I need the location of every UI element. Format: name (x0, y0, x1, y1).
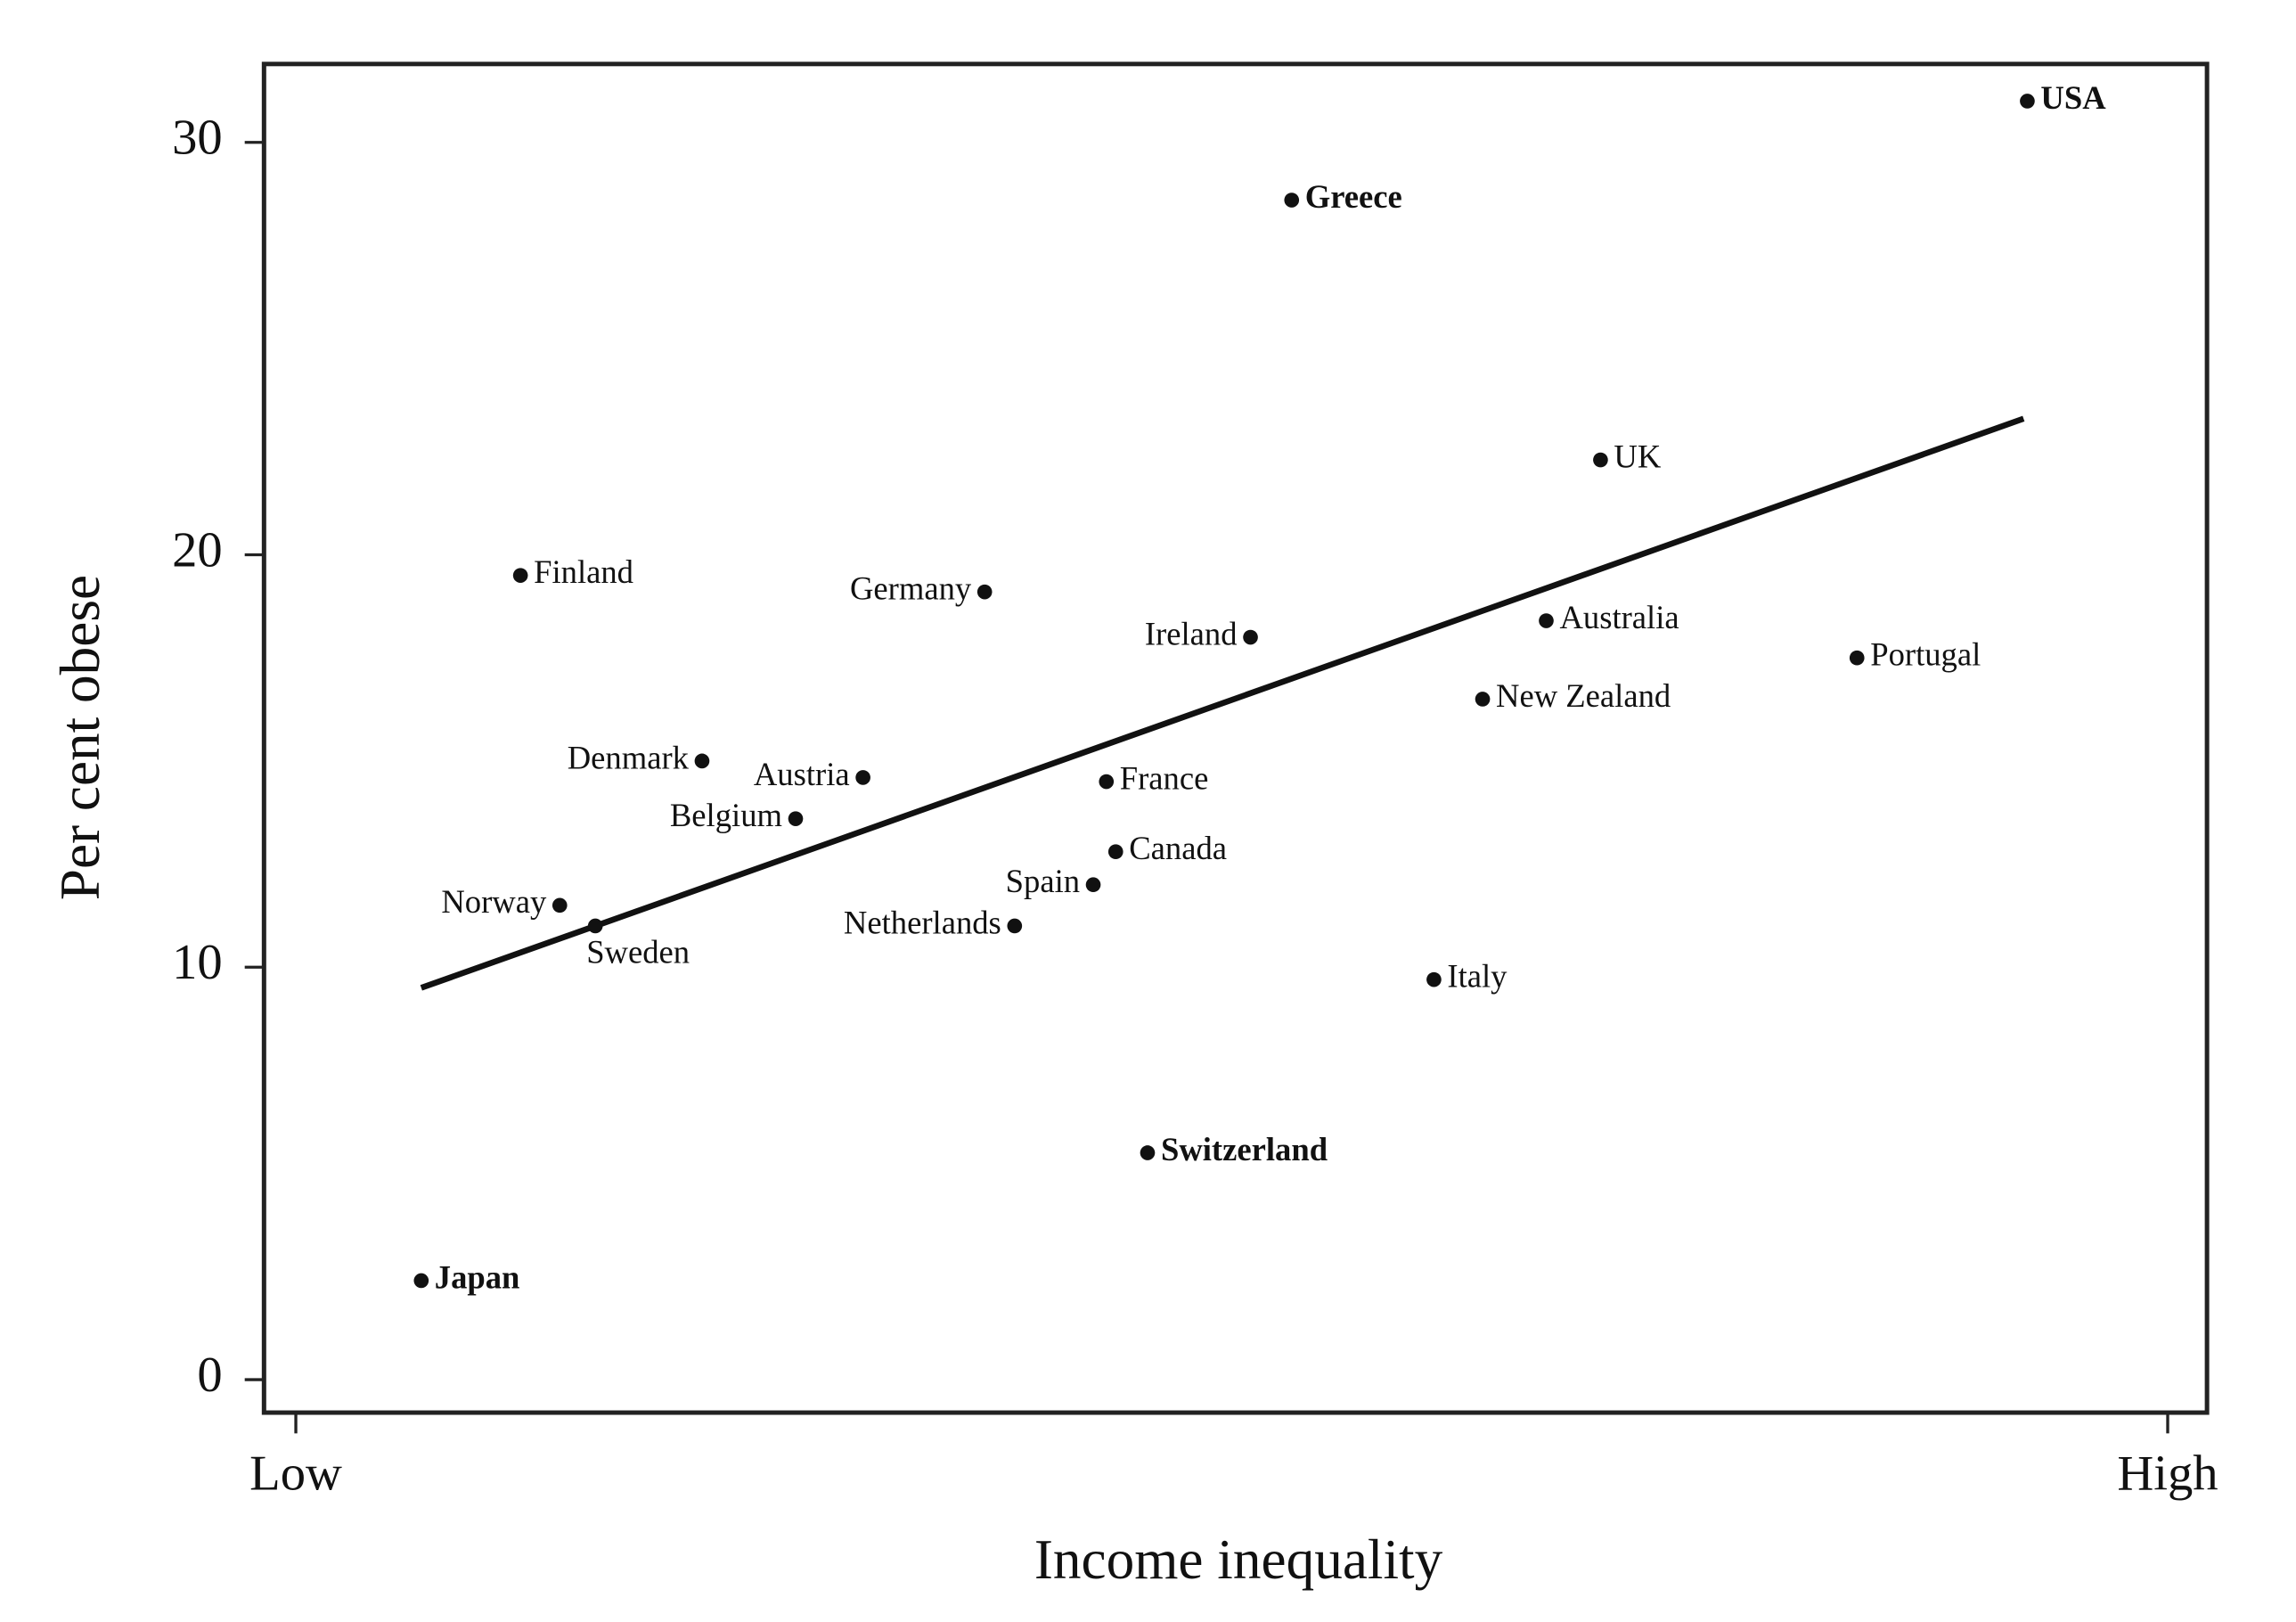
point-label: Japan (435, 1258, 520, 1295)
point-label: Sweden (586, 934, 690, 971)
point (1243, 629, 1258, 645)
point-label: Switzerland (1161, 1131, 1328, 1167)
trend-line (420, 415, 2025, 991)
point (1107, 844, 1123, 860)
point (855, 770, 870, 785)
x-tick-label: High (2117, 1446, 2218, 1501)
point-label: France (1120, 759, 1209, 796)
point-label: Italy (1447, 958, 1508, 995)
point (552, 897, 568, 913)
point-label: Ireland (1145, 615, 1238, 651)
point-label: Finland (534, 553, 633, 590)
point (1426, 971, 1442, 987)
point (1849, 650, 1865, 666)
point-label: Germany (850, 570, 972, 607)
y-tick-label: 30 (172, 111, 223, 166)
point (694, 753, 710, 769)
point-label: Australia (1559, 599, 1679, 635)
point (976, 584, 993, 600)
point-label: Belgium (670, 797, 782, 833)
point (1475, 692, 1491, 707)
point (1140, 1145, 1156, 1160)
point-label: Canada (1129, 830, 1227, 866)
point-label: Austria (754, 756, 850, 792)
point (1593, 452, 1608, 468)
point (512, 568, 528, 583)
point-label: Netherlands (844, 904, 1001, 940)
point-label: Norway (441, 883, 547, 920)
point (788, 811, 804, 826)
x-tick-label: Low (249, 1446, 342, 1501)
point-label: Denmark (568, 739, 690, 775)
point (1099, 774, 1115, 790)
y-tick-label: 0 (197, 1348, 222, 1403)
point (1085, 877, 1101, 893)
y-tick-label: 20 (172, 522, 223, 578)
y-axis-title: Per cent obese (49, 575, 111, 900)
point (2020, 94, 2035, 109)
plot-frame (261, 61, 2210, 1415)
point-label: Spain (1006, 863, 1080, 899)
point (587, 918, 603, 934)
point (1007, 918, 1023, 934)
y-tick-label: 10 (172, 935, 223, 990)
point-label: New Zealand (1496, 677, 1671, 714)
point-label: Portugal (1870, 636, 1981, 673)
point-label: UK (1614, 438, 1661, 474)
point (1539, 613, 1554, 628)
point-label: USA (2040, 79, 2106, 116)
point (1284, 193, 1300, 208)
point (413, 1273, 429, 1289)
x-axis-title: Income inequality (1034, 1528, 1443, 1591)
point-label: Greece (1305, 178, 1402, 215)
